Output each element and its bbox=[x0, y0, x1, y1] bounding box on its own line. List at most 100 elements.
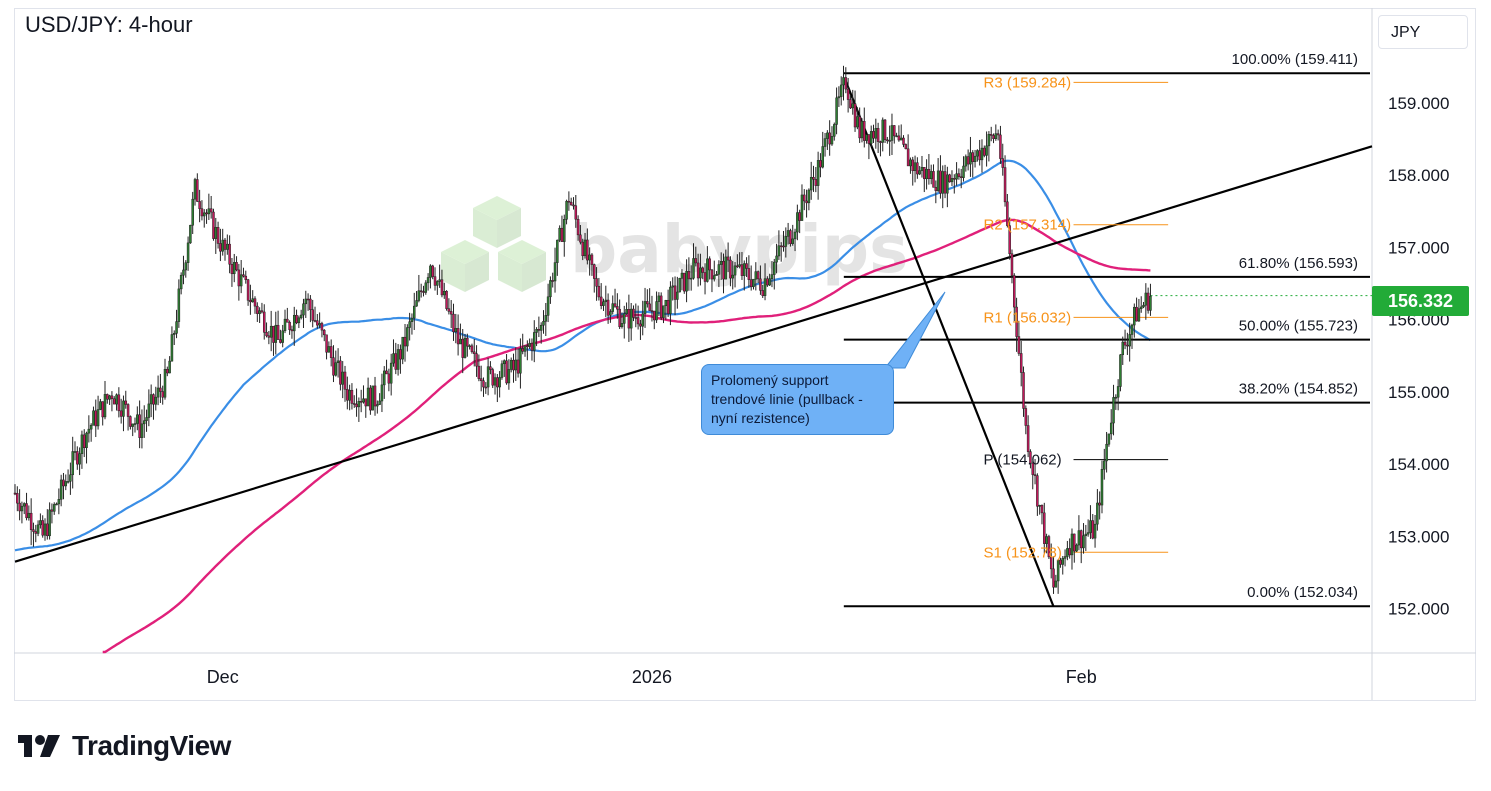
y-tick-label: 155.000 bbox=[1388, 383, 1449, 402]
candle-body bbox=[1052, 568, 1055, 588]
candle bbox=[1086, 519, 1090, 537]
candle-body bbox=[16, 493, 19, 504]
candle bbox=[459, 323, 462, 345]
candle-body bbox=[29, 512, 33, 530]
candle bbox=[1119, 354, 1122, 392]
candle bbox=[948, 173, 951, 183]
candle bbox=[166, 366, 169, 377]
candle-body bbox=[1059, 559, 1062, 565]
candle-body bbox=[399, 349, 402, 360]
candle bbox=[759, 265, 762, 295]
candle-body bbox=[816, 160, 820, 186]
candle-body bbox=[701, 267, 704, 273]
candle bbox=[719, 252, 723, 280]
candle-body bbox=[1008, 225, 1011, 254]
candle bbox=[131, 423, 134, 437]
candle bbox=[950, 170, 954, 186]
candle-body bbox=[609, 311, 612, 316]
candle bbox=[973, 149, 977, 168]
candle bbox=[463, 333, 467, 359]
candle-body bbox=[403, 336, 407, 347]
candle-body bbox=[929, 171, 933, 179]
candle-body bbox=[1029, 451, 1032, 464]
candle bbox=[680, 269, 684, 291]
candle bbox=[586, 228, 589, 265]
candle bbox=[119, 398, 123, 424]
candle bbox=[237, 263, 241, 301]
candle-body bbox=[1003, 167, 1007, 203]
candle bbox=[863, 107, 866, 148]
candle bbox=[57, 488, 61, 515]
candle-body bbox=[784, 236, 788, 247]
candle bbox=[796, 204, 799, 241]
candle-body bbox=[279, 339, 282, 343]
candle-body bbox=[521, 348, 524, 352]
candle bbox=[669, 281, 672, 326]
candle-body bbox=[906, 148, 910, 167]
candle-body bbox=[198, 201, 201, 209]
candle-body bbox=[1026, 425, 1030, 452]
candle bbox=[650, 295, 654, 322]
candle-body bbox=[417, 290, 421, 301]
candle bbox=[851, 89, 854, 115]
candle bbox=[489, 361, 492, 375]
candle bbox=[406, 324, 409, 352]
candle bbox=[590, 253, 594, 276]
candle bbox=[823, 132, 827, 157]
candle bbox=[41, 515, 44, 538]
candle bbox=[747, 255, 751, 288]
candle bbox=[565, 199, 568, 225]
candle-body bbox=[618, 308, 621, 328]
candle bbox=[604, 285, 608, 318]
candle bbox=[461, 329, 464, 374]
candle-body bbox=[833, 124, 836, 137]
y-tick-label: 158.000 bbox=[1388, 166, 1449, 185]
candle bbox=[145, 409, 148, 432]
candle bbox=[1029, 449, 1032, 469]
candle bbox=[103, 380, 107, 420]
candle bbox=[713, 260, 716, 282]
candle bbox=[170, 326, 174, 362]
candle-body bbox=[883, 119, 887, 141]
candle-body bbox=[526, 345, 529, 347]
candle-body bbox=[182, 269, 185, 276]
candle-body bbox=[447, 308, 451, 312]
candle-body bbox=[549, 280, 552, 298]
candle bbox=[791, 224, 794, 246]
candle bbox=[256, 302, 259, 322]
candle-body bbox=[355, 403, 358, 408]
candle-body bbox=[228, 243, 231, 265]
candle-body bbox=[46, 523, 49, 537]
candle bbox=[484, 382, 488, 394]
candle-body bbox=[226, 243, 229, 250]
candle bbox=[339, 356, 342, 391]
candle bbox=[553, 247, 557, 293]
candle bbox=[606, 293, 610, 324]
candle-body bbox=[567, 200, 571, 203]
candle-body bbox=[129, 416, 132, 427]
candle-body bbox=[1144, 292, 1148, 306]
candle-body bbox=[1024, 408, 1028, 426]
candle bbox=[186, 236, 190, 271]
candle-body bbox=[1091, 520, 1095, 539]
candle-body bbox=[152, 394, 155, 405]
candle-body bbox=[643, 301, 647, 315]
candle-body bbox=[138, 414, 141, 438]
candle bbox=[1126, 332, 1129, 355]
candle-body bbox=[558, 227, 561, 241]
tradingview-logo[interactable]: TradingView bbox=[18, 730, 231, 762]
candle-body bbox=[823, 138, 827, 147]
candle bbox=[214, 217, 218, 254]
candle-body bbox=[999, 134, 1002, 159]
candle bbox=[876, 122, 880, 154]
candle bbox=[996, 129, 1000, 141]
candle bbox=[768, 273, 771, 286]
candle bbox=[142, 405, 146, 438]
currency-unit-button[interactable]: JPY bbox=[1378, 15, 1468, 49]
candle bbox=[1061, 556, 1065, 575]
candle bbox=[394, 342, 398, 375]
candle bbox=[641, 300, 644, 336]
candle bbox=[223, 237, 227, 261]
candle bbox=[616, 293, 619, 319]
candle-body bbox=[1010, 253, 1014, 276]
